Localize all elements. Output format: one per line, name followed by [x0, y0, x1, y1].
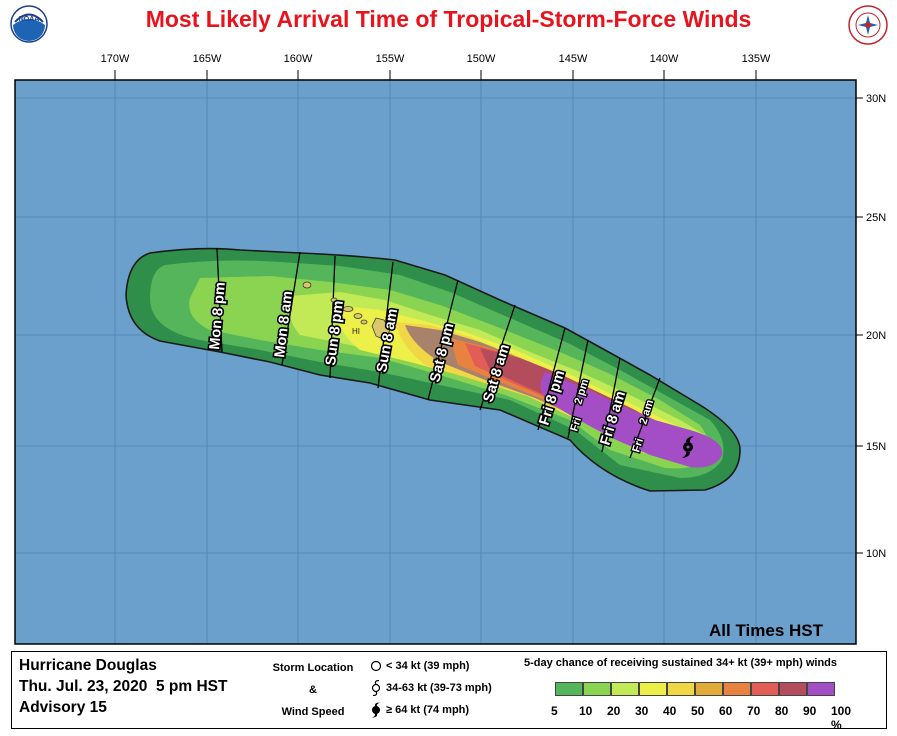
latitude-label: 20N: [866, 330, 886, 342]
all-times-label: All Times HST: [709, 621, 823, 640]
longitude-labels: 170W 165W 160W 155W 150W 145W 140W 135W: [101, 53, 771, 80]
time-label-fri-2am-day: Fri: [630, 437, 646, 454]
probability-scale-title: 5-day chance of receiving sustained 34+ …: [524, 657, 837, 669]
wind-speed-key: < 34 kt (39 mph) 34-63 kt (39-73 mph) ≥ …: [370, 655, 492, 721]
longitude-label: 170W: [101, 53, 130, 65]
scale-swatch: [751, 682, 779, 696]
probability-color-scale: [555, 682, 835, 696]
storm-name: Hurricane Douglas: [19, 657, 157, 674]
storm-location-key-title: Storm Location & Wind Speed: [262, 657, 364, 723]
latitude-label: 15N: [866, 441, 886, 453]
scale-label: 20: [607, 704, 621, 718]
scale-swatch: [583, 682, 611, 696]
island-label: HI: [352, 327, 360, 336]
longitude-label: 150W: [467, 53, 496, 65]
scale-label: 10: [579, 704, 593, 718]
scale-swatch: [807, 682, 835, 696]
scale-label: 100 %: [831, 704, 852, 732]
map-figure: HI Mon 8 pm Mon 8 am Sun 8 pm Sun 8 am S…: [14, 53, 886, 645]
scale-label: 80: [775, 704, 789, 718]
storm-info: Hurricane Douglas Thu. Jul. 23, 2020 5 p…: [19, 655, 227, 718]
loc-title-line1: Storm Location: [272, 662, 354, 674]
longitude-label: 145W: [559, 53, 588, 65]
latitude-label: 10N: [866, 548, 886, 560]
scale-swatch: [667, 682, 695, 696]
probability-scale-labels: 5 10 20 30 40 50 60 70 80 90 100 %: [543, 704, 853, 732]
wind-speed-row: < 34 kt (39 mph): [370, 655, 492, 677]
probability-cone: [125, 247, 741, 492]
nws-logo: [848, 5, 888, 50]
wind-speed-label: ≥ 64 kt (74 mph): [386, 704, 470, 716]
loc-title-line3: Wind Speed: [281, 706, 345, 718]
advisory-number: Advisory 15: [19, 699, 107, 716]
longitude-label: 135W: [742, 53, 771, 65]
page-title: Most Likely Arrival Time of Tropical-Sto…: [145, 6, 752, 32]
scale-label: 60: [719, 704, 733, 718]
scale-swatch: [639, 682, 667, 696]
wind-speed-row: ≥ 64 kt (74 mph): [370, 699, 492, 721]
wind-speed-row: 34-63 kt (39-73 mph): [370, 677, 492, 699]
scale-swatch: [611, 682, 639, 696]
tropical-storm-icon: [371, 680, 381, 696]
latitude-label: 30N: [866, 93, 886, 105]
cone-100pct: [540, 372, 723, 468]
wind-speed-label: < 34 kt (39 mph): [386, 660, 470, 672]
longitude-label: 165W: [193, 53, 222, 65]
longitude-label: 160W: [284, 53, 313, 65]
loc-title-line2: &: [309, 684, 317, 696]
advisory-datetime: Thu. Jul. 23, 2020 5 pm HST: [19, 678, 228, 695]
latitude-labels: 30N 25N 20N 15N 10N: [856, 93, 886, 560]
scale-label: 40: [663, 704, 677, 718]
scale-label: 50: [691, 704, 705, 718]
longitude-label: 140W: [650, 53, 679, 65]
scale-swatch: [723, 682, 751, 696]
longitude-label: 155W: [376, 53, 405, 65]
map-frame: [14, 79, 857, 645]
time-label-fri-2pm-day: Fri: [568, 416, 584, 433]
noaa-logo-text: NOAA: [19, 16, 40, 23]
scale-label: 5: [551, 704, 558, 718]
noaa-logo: NOAA: [10, 5, 48, 48]
wind-speed-label: 34-63 kt (39-73 mph): [386, 682, 492, 694]
isochrone-lines: [216, 247, 661, 459]
scale-label: 90: [803, 704, 817, 718]
scale-label: 70: [747, 704, 761, 718]
scale-swatch: [695, 682, 723, 696]
scale-swatch: [555, 682, 583, 696]
hurricane-legend-icon: [372, 702, 380, 718]
scale-label: 30: [635, 704, 649, 718]
scale-swatch: [779, 682, 807, 696]
hurricane-icon: [682, 436, 694, 458]
latitude-label: 25N: [866, 212, 886, 224]
legend-panel: Hurricane Douglas Thu. Jul. 23, 2020 5 p…: [11, 651, 887, 732]
open-circle-icon: [370, 660, 382, 672]
hawaiian-islands: [302, 281, 391, 341]
